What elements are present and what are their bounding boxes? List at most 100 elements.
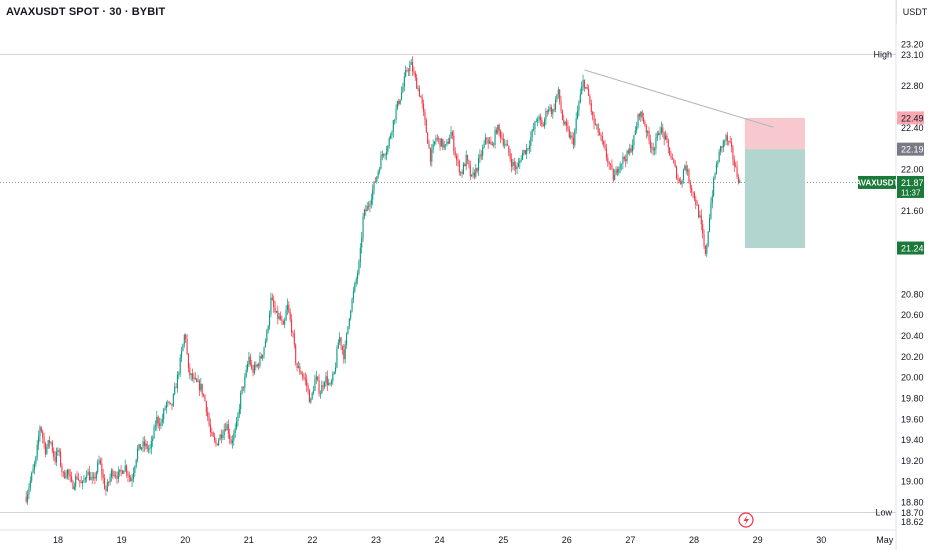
time-tick-label: 28 [689, 535, 699, 545]
candle-body [465, 155, 467, 167]
candle-body [523, 150, 525, 153]
candle-body [552, 109, 554, 114]
candle-body [46, 446, 48, 454]
candle-body [469, 165, 471, 177]
candle-body [201, 383, 203, 395]
candle-body [722, 140, 724, 148]
candle-body [603, 141, 605, 145]
candle-body [108, 482, 110, 483]
candle-body [655, 138, 657, 149]
candle-body [141, 447, 143, 450]
candle-body [420, 95, 422, 98]
candle-body [174, 387, 176, 395]
candle-body [51, 442, 53, 451]
low-value: 18.70 [901, 508, 924, 518]
candle-body [461, 172, 463, 174]
candle-body [652, 147, 654, 151]
time-axis[interactable]: 18 19 20 21 22 23 24 25 26 27 28 29 30 May [53, 535, 894, 545]
candle-body [142, 441, 144, 448]
candle-body [185, 334, 187, 340]
candle-body [242, 386, 244, 388]
candle-body [566, 122, 568, 126]
candle-body [149, 448, 151, 450]
candle-body [192, 373, 194, 379]
time-tick-label: 24 [435, 535, 445, 545]
price-tick-label: 22.80 [901, 81, 924, 91]
candle-body [128, 475, 130, 478]
candle-body [392, 120, 394, 132]
candle-body [317, 376, 319, 381]
candle-body [458, 161, 460, 173]
candle-body [508, 145, 510, 154]
candle-body [695, 199, 697, 206]
candle-body [218, 440, 220, 446]
candle-body [291, 319, 293, 333]
candle-body [262, 354, 264, 359]
candle-body [425, 119, 427, 133]
candle-body [304, 377, 306, 380]
candle-body [208, 416, 210, 425]
candle-body [590, 103, 592, 112]
candle-body [302, 374, 304, 377]
candle-body [546, 111, 548, 112]
candle-body [300, 372, 302, 375]
candle-body [61, 465, 63, 472]
candle-body [434, 141, 436, 145]
candle-body [495, 130, 497, 134]
candle-body [513, 162, 515, 166]
candle-body [156, 416, 158, 426]
time-tick-label: 30 [816, 535, 826, 545]
currency-button[interactable]: USDT [896, 0, 932, 24]
candle-body [421, 97, 423, 104]
candle-body [95, 472, 97, 479]
candle-body [663, 132, 665, 140]
candle-body [303, 376, 305, 378]
candle-body [405, 69, 407, 77]
chart-title: AVAXUSDT SPOT · 30 · BYBIT [6, 6, 166, 18]
candle-body [186, 339, 188, 354]
candle-body [579, 94, 581, 103]
candle-body [460, 172, 462, 173]
candle-body [288, 304, 290, 313]
candle-body [597, 124, 599, 133]
candle-body [531, 130, 533, 138]
candle-body [464, 164, 466, 167]
price-tick-label: 18.80 [901, 498, 924, 508]
candle-body [682, 169, 684, 180]
candle-body [732, 146, 734, 160]
candle-body [471, 174, 473, 177]
candle-body [359, 247, 361, 263]
candle-body [671, 158, 673, 160]
candle-body [401, 92, 403, 100]
candle-body [214, 436, 216, 441]
candle-body [25, 496, 27, 502]
candle-body [66, 469, 68, 477]
candle-body [693, 192, 695, 200]
price-axis[interactable]: 23.20 22.80 22.40 22.00 21.60 20.80 20.60 20.40… [901, 40, 924, 508]
candle-body [251, 364, 253, 369]
candle-body [123, 470, 125, 474]
candle-body [692, 191, 694, 193]
candle-body [366, 205, 368, 212]
candle-body [667, 140, 669, 148]
candle-body [512, 162, 514, 167]
candle-body [271, 297, 273, 301]
candle-body [670, 155, 672, 159]
candle-body [594, 123, 596, 125]
candle-body [79, 479, 81, 482]
candle-body [36, 444, 38, 457]
candle-body [164, 408, 166, 410]
candle-body [31, 472, 33, 481]
candle-body [385, 152, 387, 155]
candle-body [548, 109, 550, 112]
candle-body [640, 111, 642, 117]
candle-body [429, 147, 431, 162]
candle-body [607, 157, 609, 163]
price-tick-label: 22.40 [901, 123, 924, 133]
candle-body [330, 381, 332, 384]
candle-body [44, 443, 46, 454]
candle-body [226, 424, 228, 431]
candle-body [361, 237, 363, 248]
candle-body [27, 494, 29, 502]
